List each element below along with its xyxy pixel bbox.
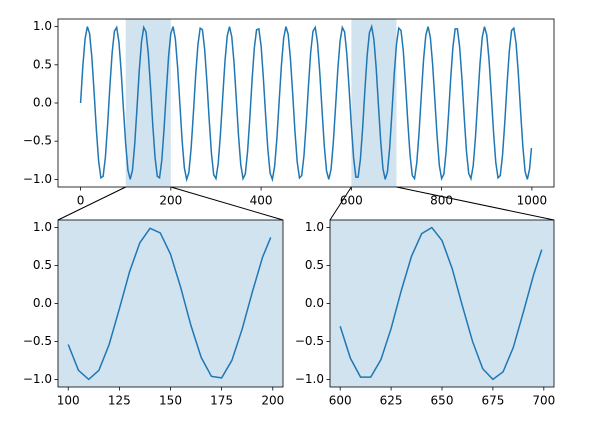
x-tick-label: 675 bbox=[481, 394, 504, 408]
x-tick-label: 0 bbox=[77, 194, 85, 208]
y-tick-label: 1.0 bbox=[33, 19, 52, 33]
axes-background bbox=[58, 220, 283, 387]
y-tick-label: 0.0 bbox=[33, 96, 52, 110]
x-tick-label: 400 bbox=[250, 194, 273, 208]
y-tick-label: −0.5 bbox=[295, 334, 324, 348]
x-tick-label: 700 bbox=[532, 394, 555, 408]
x-tick-label: 175 bbox=[210, 394, 233, 408]
y-tick-label: 0.5 bbox=[33, 57, 52, 71]
line bbox=[67, 227, 272, 381]
y-tick-label: 1.0 bbox=[33, 220, 52, 234]
y-tick-label: 0.0 bbox=[33, 296, 52, 310]
x-tick-label: 600 bbox=[329, 394, 352, 408]
connector bbox=[57, 186, 126, 221]
x-tick-label: 600 bbox=[340, 194, 363, 208]
connector bbox=[170, 186, 284, 221]
connector bbox=[329, 186, 352, 221]
y-tick-label: −1.0 bbox=[295, 372, 324, 386]
y-tick-label: 1.0 bbox=[305, 220, 324, 234]
y-tick-label: −1.0 bbox=[23, 372, 52, 386]
x-tick-label: 625 bbox=[380, 394, 403, 408]
line bbox=[79, 23, 533, 183]
x-tick-label: 1000 bbox=[517, 194, 548, 208]
axes-background bbox=[330, 220, 554, 387]
y-tick-label: 0.5 bbox=[305, 258, 324, 272]
y-tick-label: 0.0 bbox=[305, 296, 324, 310]
y-tick-label: −0.5 bbox=[23, 134, 52, 148]
x-tick-label: 150 bbox=[159, 394, 182, 408]
x-tick-label: 800 bbox=[430, 194, 453, 208]
x-tick-label: 125 bbox=[108, 394, 131, 408]
y-tick-label: 0.5 bbox=[33, 258, 52, 272]
line bbox=[339, 226, 543, 381]
x-tick-label: 650 bbox=[431, 394, 454, 408]
x-tick-label: 200 bbox=[261, 394, 284, 408]
y-tick-label: −0.5 bbox=[23, 334, 52, 348]
x-tick-label: 100 bbox=[57, 394, 80, 408]
connector bbox=[396, 186, 555, 221]
x-tick-label: 200 bbox=[159, 194, 182, 208]
y-tick-label: −1.0 bbox=[23, 172, 52, 186]
